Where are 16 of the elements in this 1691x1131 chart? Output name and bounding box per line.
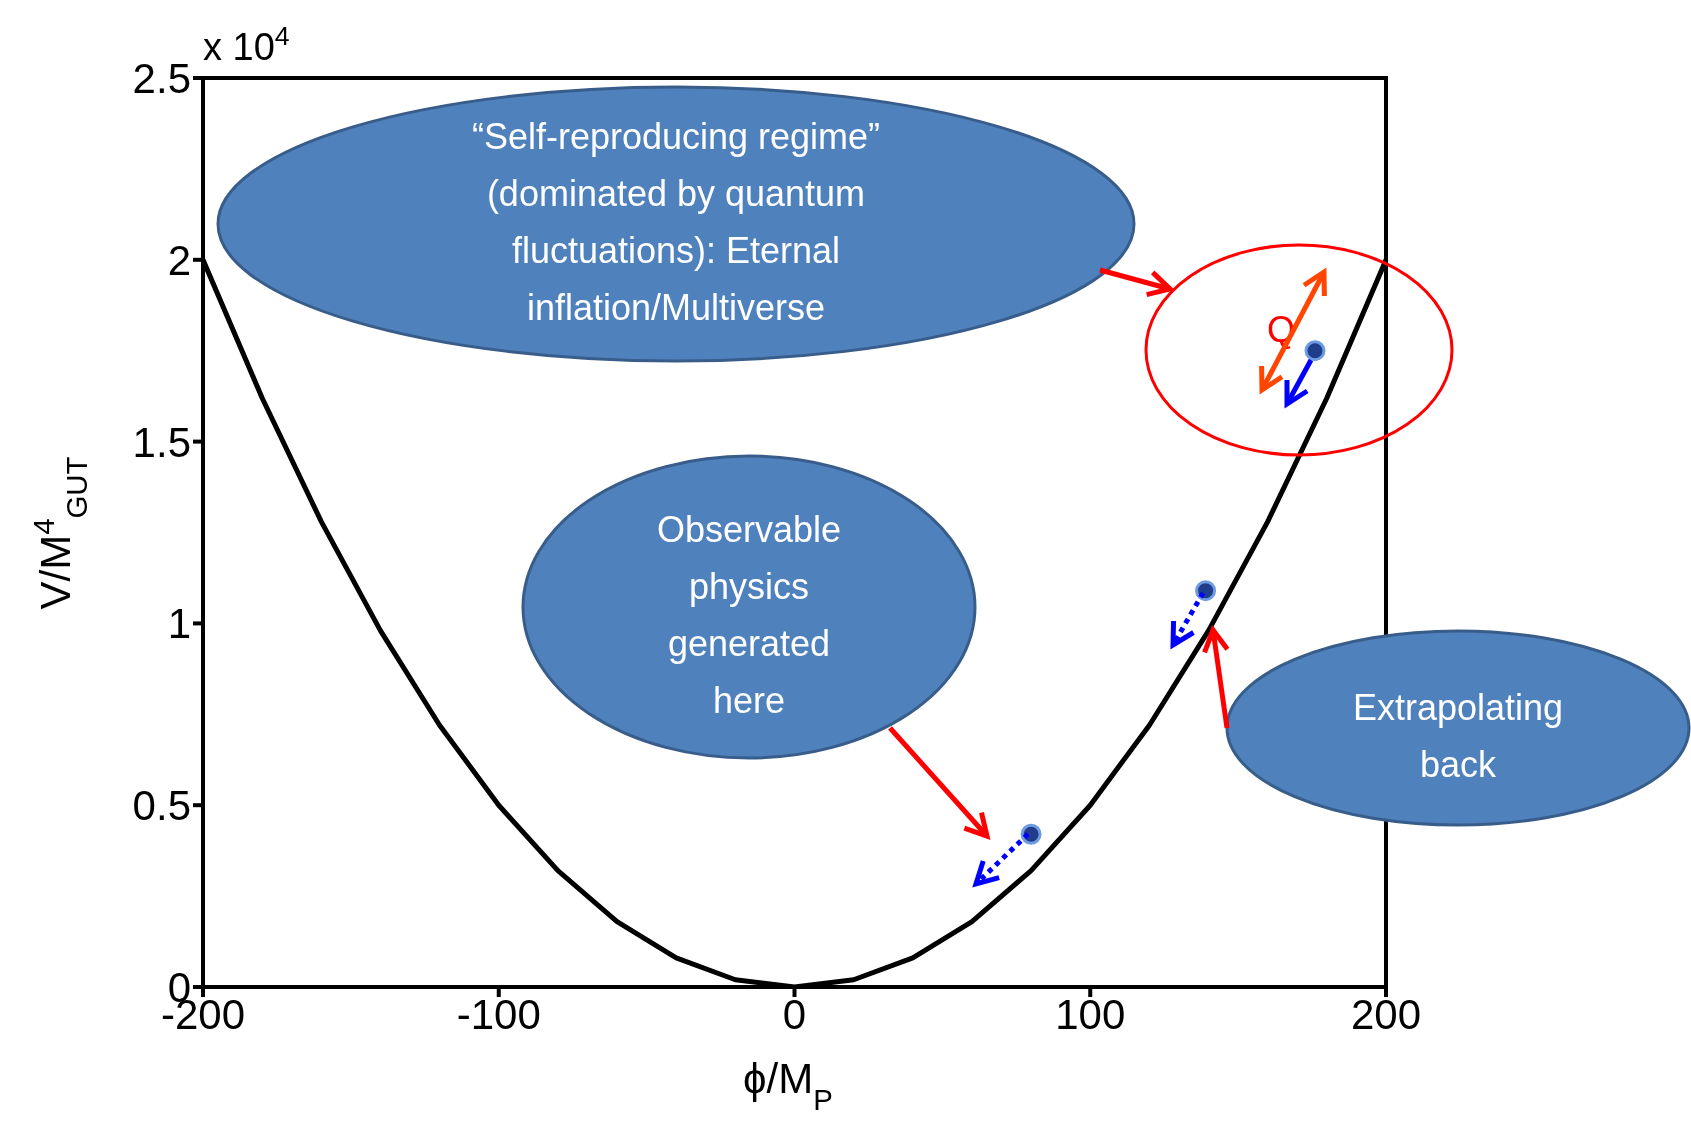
annotation: Observable physics generated here bbox=[656, 509, 842, 721]
y-tick-label: 2 bbox=[167, 236, 191, 284]
y-tick-label: 1.5 bbox=[132, 418, 191, 466]
annotation: Extrapolating back bbox=[1352, 687, 1564, 785]
y-tick-label: 0.5 bbox=[132, 782, 191, 830]
point bbox=[1304, 340, 1326, 362]
x-tick-label: 200 bbox=[1350, 990, 1422, 1038]
point bbox=[1195, 580, 1217, 602]
x-tick-label: 0 bbox=[782, 990, 807, 1038]
x-tick-label: -100 bbox=[456, 990, 541, 1038]
y-tick-label: 1 bbox=[167, 600, 191, 648]
annotation: “Self-reproducing regime” (dominated by quantum fluctuations): Eternal inflation/Multiverse bbox=[471, 116, 881, 328]
x-axis-title: ϕ/M$_{P}$ bbox=[743, 1055, 833, 1116]
text: x 10$^{4}$ bbox=[203, 21, 290, 68]
x-tick-label: 100 bbox=[1055, 990, 1126, 1038]
y-tick-label: 2.5 bbox=[132, 54, 191, 102]
